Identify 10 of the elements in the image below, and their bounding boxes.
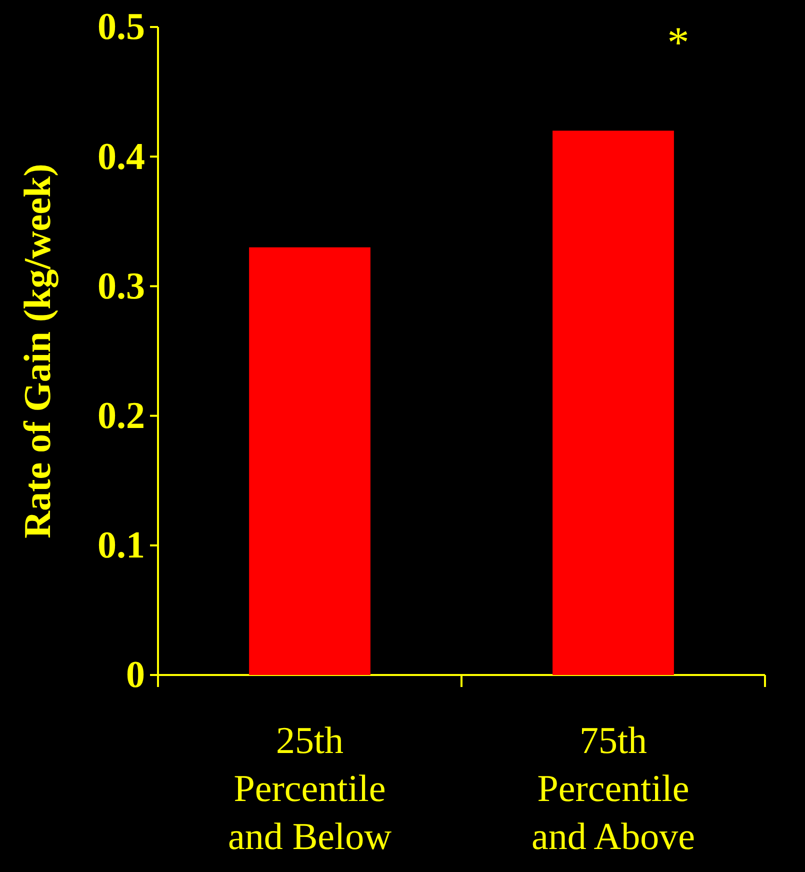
annotation: *: [667, 18, 690, 67]
y-tick-label: 0.5: [98, 6, 145, 48]
y-tick-label: 0.2: [98, 394, 145, 437]
y-tick-label: 0.1: [98, 524, 145, 567]
y-tick-label: 0: [126, 654, 145, 696]
x-tick-label: 25th Percentile and Below: [228, 720, 392, 858]
y-tick-label: 0.4: [98, 136, 145, 178]
x-tick-label: 75th Percentile and Above: [531, 720, 696, 858]
y-tick-label: 0.3: [98, 265, 145, 308]
y-axis-title: Rate of Gain (kg/week): [17, 164, 59, 538]
